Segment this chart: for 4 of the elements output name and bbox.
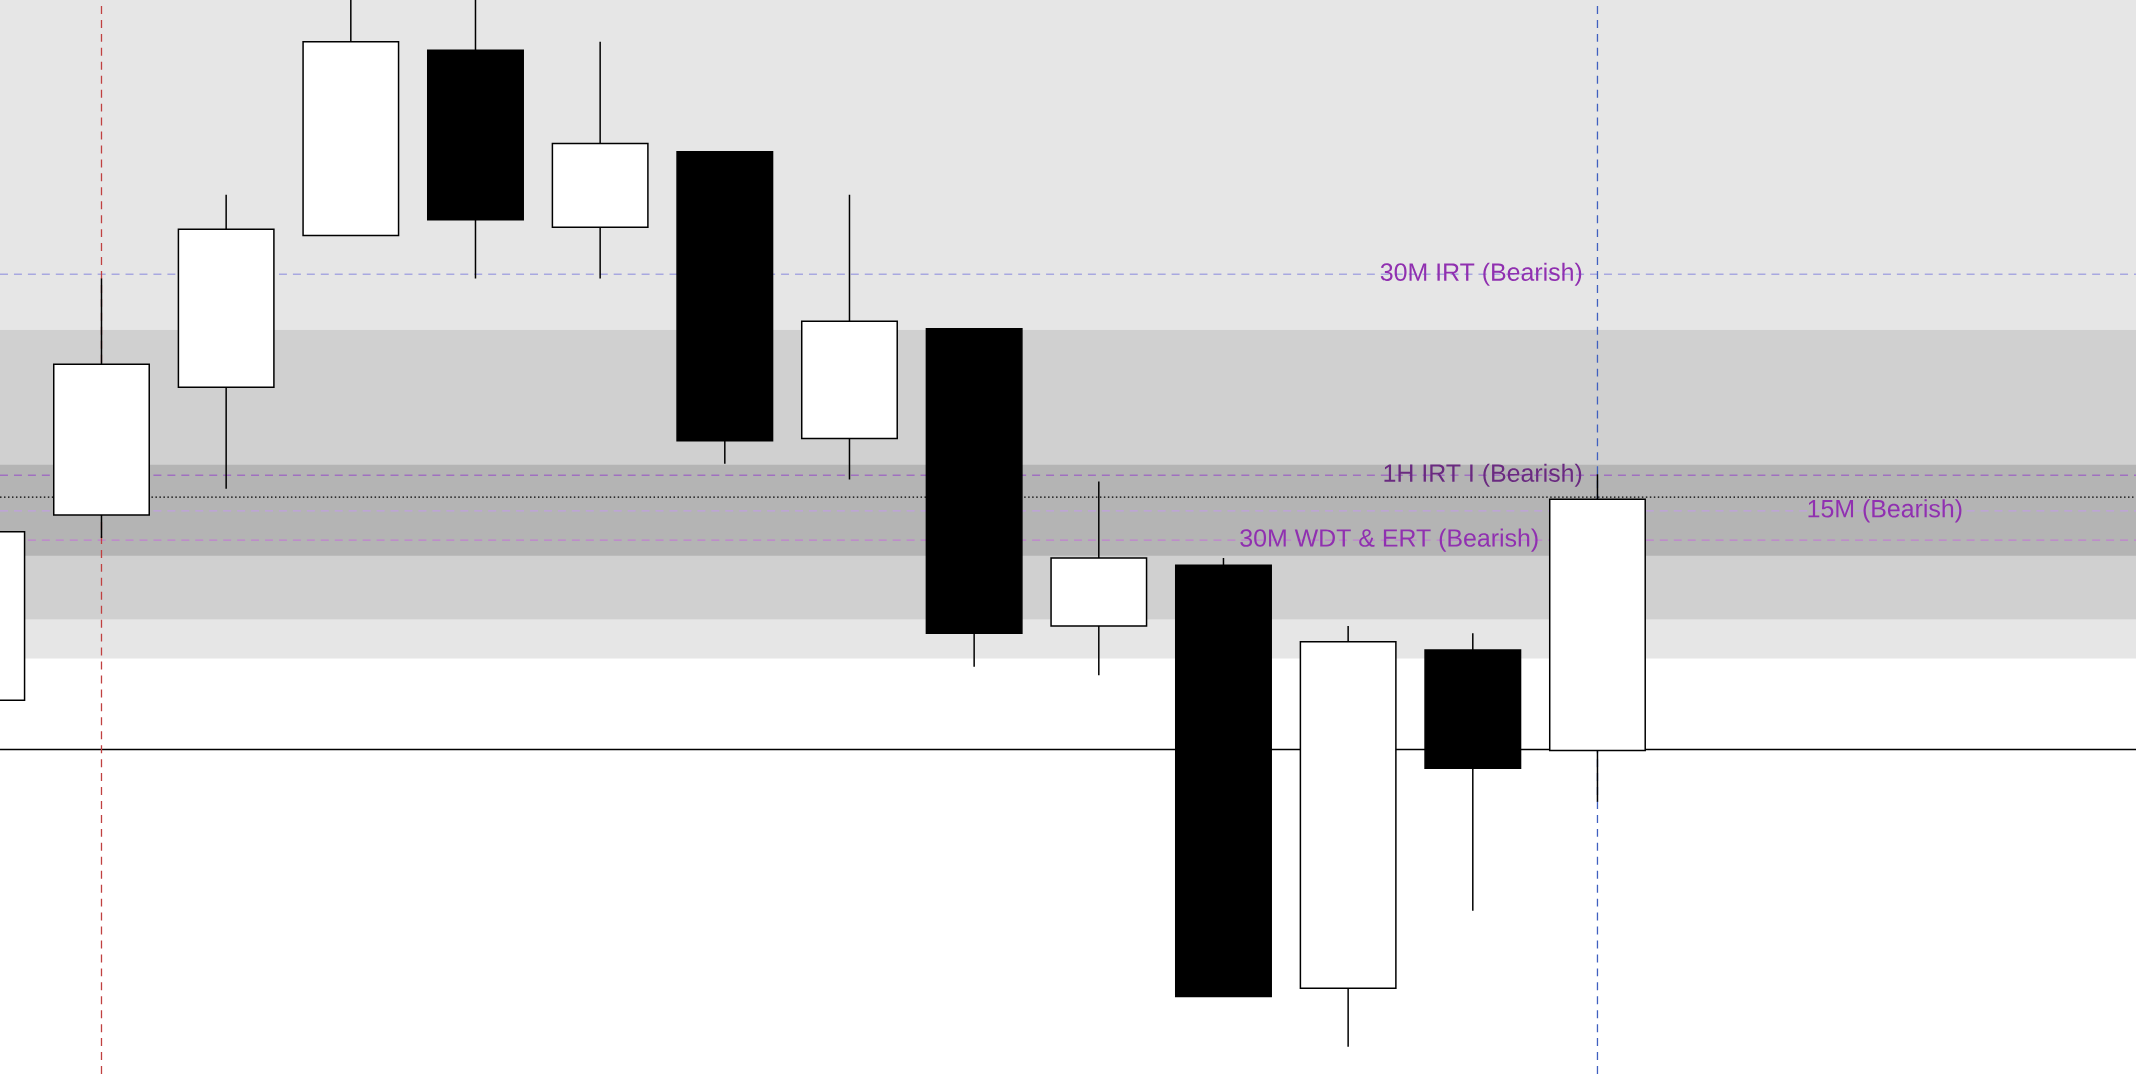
ref-line-label: 30M IRT (Bearish) <box>1380 262 1582 286</box>
ref-line-label: 1H IRT I (Bearish) <box>1384 463 1582 487</box>
ref-line-label: 30M WDT & ERT (Bearish) <box>1240 528 1538 552</box>
ref-line-label: 15M (Bearish) <box>1808 499 1962 523</box>
